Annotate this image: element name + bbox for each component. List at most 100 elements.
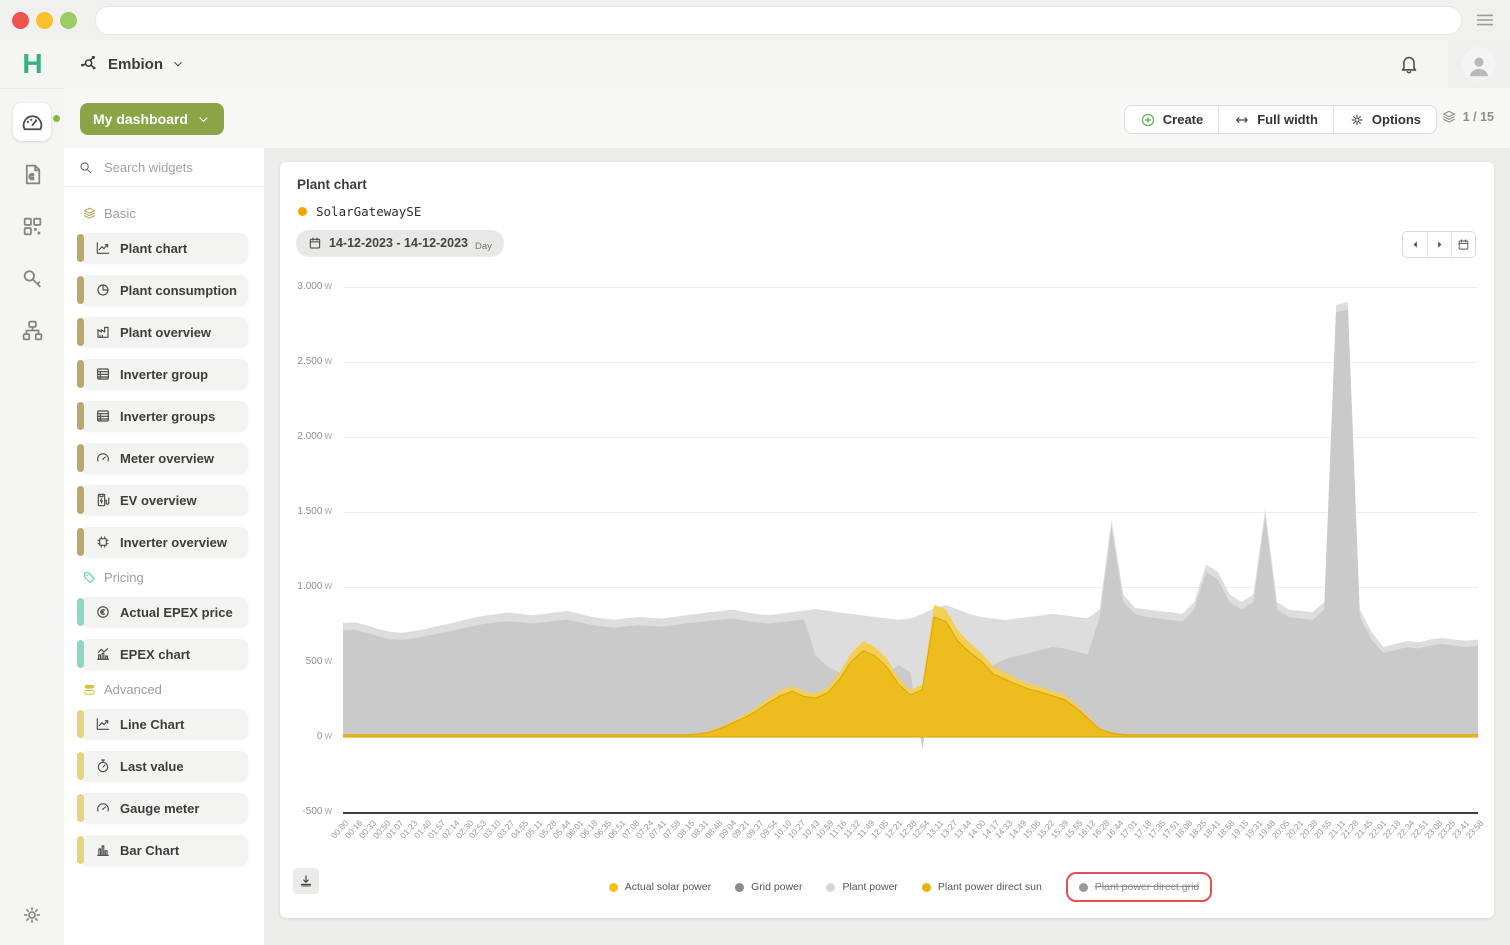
widget-sidebar: Basic Plant chart Plant consumption Plant o… bbox=[64, 148, 265, 945]
chevron-down-icon bbox=[196, 112, 211, 127]
widget-item-actual-epex-price[interactable]: Actual EPEX price bbox=[77, 597, 248, 627]
create-button[interactable]: Create bbox=[1124, 106, 1219, 133]
widget-item-plant-chart[interactable]: Plant chart bbox=[77, 233, 248, 263]
window-minimize-button[interactable] bbox=[36, 11, 53, 29]
widget-item-label: Last value bbox=[120, 758, 184, 774]
legend-dot bbox=[921, 882, 931, 892]
gear-icon bbox=[23, 906, 41, 924]
rail-item-structure[interactable] bbox=[13, 311, 51, 349]
plant-chart-widget: Plant chart SolarGatewaySE 14-12-2023 - … bbox=[280, 162, 1494, 918]
x-axis-label: 21:28 bbox=[1339, 818, 1361, 841]
chart-series-svg bbox=[343, 302, 1478, 749]
calendar-icon bbox=[1457, 238, 1470, 251]
browser-chrome bbox=[0, 0, 1510, 41]
widget-item-label: EPEX chart bbox=[120, 646, 191, 662]
x-axis-label: 17:01 bbox=[1117, 818, 1140, 841]
accent-bar bbox=[77, 836, 84, 864]
rail-item-dashboard[interactable] bbox=[13, 103, 60, 141]
x-axis-label: 08:15 bbox=[674, 818, 697, 841]
legend-item-plant-power-direct-grid[interactable]: Plant power direct grid bbox=[1065, 872, 1213, 902]
widget-item-bar-chart[interactable]: Bar Chart bbox=[77, 835, 248, 865]
widget-item-label: Plant chart bbox=[120, 240, 188, 256]
gauge-icon bbox=[97, 803, 109, 812]
accent-bar bbox=[77, 710, 84, 738]
caret-right-icon bbox=[1438, 241, 1442, 248]
chart-legend: Actual solar power Grid power Plant power P… bbox=[343, 872, 1478, 902]
x-axis-label: 22:34 bbox=[1394, 818, 1417, 841]
invoice-icon bbox=[25, 164, 40, 184]
widget-item-inverter-overview[interactable]: Inverter overview bbox=[77, 527, 248, 557]
accent-bar bbox=[77, 234, 84, 262]
left-rail: H bbox=[0, 40, 65, 945]
legend-item-plant-power-direct-sun[interactable]: Plant power direct sun bbox=[921, 881, 1042, 893]
notifications-bell-icon[interactable] bbox=[1398, 53, 1420, 75]
x-axis-label: 11:49 bbox=[855, 818, 877, 841]
x-axis-label: 20:05 bbox=[1269, 818, 1292, 841]
legend-item-actual-solar-power[interactable]: Actual solar power bbox=[608, 881, 711, 893]
app-logo: H bbox=[0, 40, 64, 89]
x-axis-label: 15:55 bbox=[1062, 818, 1085, 841]
options-button[interactable]: Options bbox=[1332, 106, 1436, 133]
browser-menu-icon[interactable] bbox=[1474, 9, 1496, 31]
legend-item-plant-power[interactable]: Plant power bbox=[826, 881, 898, 893]
x-axis-label: 15:39 bbox=[1048, 818, 1071, 841]
section-header-pricing: Pricing bbox=[82, 570, 248, 585]
widget-item-meter-overview[interactable]: Meter overview bbox=[77, 443, 248, 473]
widget-item-gauge-meter[interactable]: Gauge meter bbox=[77, 793, 248, 823]
sitemap-icon bbox=[22, 320, 42, 340]
x-axis-label: 15:06 bbox=[1020, 818, 1043, 841]
full-width-button[interactable]: Full width bbox=[1218, 106, 1333, 133]
x-axis-label: 01:07 bbox=[384, 818, 406, 841]
org-switcher-dropdown[interactable]: Embion bbox=[78, 40, 185, 88]
calendar-icon bbox=[308, 236, 322, 250]
widget-item-ev-overview[interactable]: EV overview bbox=[77, 485, 248, 515]
line-chart-icon bbox=[96, 242, 110, 254]
x-axis-label: 05:44 bbox=[550, 818, 572, 841]
prev-period-button[interactable] bbox=[1403, 232, 1427, 257]
avatar-cell bbox=[1448, 40, 1510, 88]
widget-item-plant-consumption[interactable]: Plant consumption bbox=[77, 275, 248, 305]
chevron-down-icon bbox=[171, 57, 185, 71]
legend-dot bbox=[826, 882, 836, 892]
browser-address-bar[interactable] bbox=[95, 6, 1462, 35]
x-axis-label: 09:54 bbox=[757, 818, 780, 841]
x-axis-label: 08:48 bbox=[702, 818, 725, 841]
next-period-button[interactable] bbox=[1427, 232, 1451, 257]
widget-item-inverter-groups[interactable]: Inverter groups bbox=[77, 401, 248, 431]
dashboard-selector-button[interactable]: My dashboard bbox=[80, 103, 224, 135]
rail-item-access[interactable] bbox=[13, 259, 51, 297]
search-input[interactable] bbox=[102, 158, 250, 176]
x-axis-label: 21:45 bbox=[1353, 818, 1375, 841]
x-axis-label: 04:55 bbox=[508, 818, 531, 841]
device-name: SolarGatewaySE bbox=[316, 204, 422, 219]
download-button[interactable] bbox=[293, 868, 319, 894]
avatar[interactable] bbox=[1462, 47, 1496, 81]
layers-icon bbox=[1441, 109, 1457, 125]
x-axis-label: 06:01 bbox=[564, 818, 586, 841]
date-range-text: 14-12-2023 - 14-12-2023 bbox=[329, 236, 468, 250]
rail-item-widgets[interactable] bbox=[13, 207, 51, 245]
main-content: Plant chart SolarGatewaySE 14-12-2023 - … bbox=[264, 148, 1510, 945]
widget-item-epex-chart[interactable]: EPEX chart bbox=[77, 639, 248, 669]
calendar-button[interactable] bbox=[1451, 232, 1475, 257]
x-axis-label: 09:37 bbox=[743, 818, 766, 841]
widget-item-line-chart[interactable]: Line Chart bbox=[77, 709, 248, 739]
window-maximize-button[interactable] bbox=[60, 11, 77, 29]
arrows-horizontal-icon bbox=[1234, 112, 1250, 128]
x-axis-label: 14:33 bbox=[993, 818, 1015, 841]
x-axis-label: 21:11 bbox=[1325, 818, 1348, 841]
accent-bar bbox=[77, 402, 84, 430]
legend-item-grid-power[interactable]: Grid power bbox=[735, 881, 802, 893]
dashboard-page-indicator[interactable]: 1 / 15 bbox=[1441, 109, 1494, 125]
x-axis-label: 22:18 bbox=[1380, 818, 1403, 841]
date-range-picker[interactable]: 14-12-2023 - 14-12-2023 Day bbox=[296, 230, 504, 256]
widget-item-inverter-group[interactable]: Inverter group bbox=[77, 359, 248, 389]
caret-left-icon bbox=[1409, 238, 1422, 251]
rail-item-settings[interactable] bbox=[0, 903, 64, 927]
pie-chart-icon bbox=[97, 284, 109, 296]
rail-item-billing[interactable] bbox=[13, 155, 51, 193]
widget-item-plant-overview[interactable]: Plant overview bbox=[77, 317, 248, 347]
widget-item-last-value[interactable]: Last value bbox=[77, 751, 248, 781]
window-close-button[interactable] bbox=[12, 11, 29, 29]
